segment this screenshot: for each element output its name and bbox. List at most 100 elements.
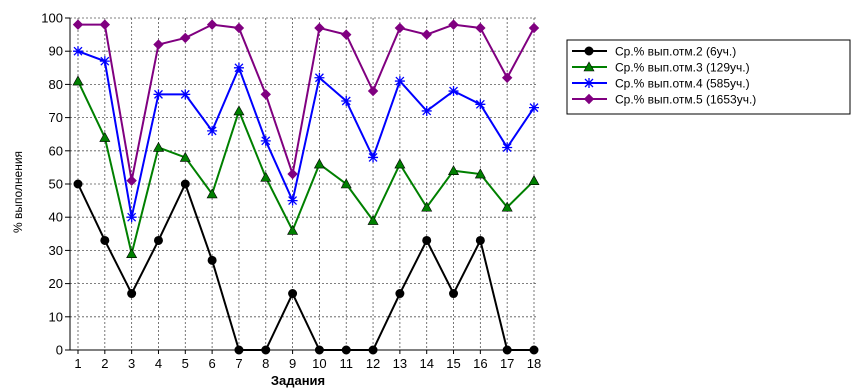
data-point [422,235,432,245]
data-point [260,171,272,182]
data-point [394,158,406,169]
x-tick-label: 9 [289,356,296,371]
legend-marker [583,61,595,72]
data-point [421,201,433,212]
x-tick-label: 6 [209,356,216,371]
data-point [314,22,325,34]
legend-label: Ср.% вып.отм.3 (129уч.) [615,61,750,75]
data-point [153,235,163,245]
data-point [502,345,512,355]
data-point [180,179,190,189]
data-point [260,89,271,100]
series-1 [73,179,539,355]
legend-label: Ср.% вып.отм.5 (1653уч.) [615,93,756,107]
data-point [474,168,486,179]
legend: Ср.% вып.отм.2 (6уч.) Ср.% вып.отм.3 (129… [566,39,851,115]
data-point [153,89,164,100]
data-point [180,89,191,100]
data-point [100,235,110,245]
legend-item: Ср.% вып.отм.5 (1653уч.) [572,93,756,107]
data-point [448,19,459,30]
data-point [529,102,539,113]
data-point [421,29,432,40]
series-line [77,80,535,254]
legend-item: Ср.% вып.отм.4 (585уч.) [572,77,750,91]
data-point [288,289,298,299]
series-group [72,19,540,355]
data-point [179,151,191,162]
data-point [287,168,298,180]
data-point [448,165,460,176]
y-tick-label: 20 [49,276,63,291]
data-point [126,212,137,223]
data-point [99,131,111,142]
data-point [127,289,137,299]
series-4 [72,19,540,186]
data-point [394,76,405,87]
y-tick-label: 50 [49,177,63,192]
data-point [73,179,83,189]
data-point [73,46,83,57]
x-tick-label: 16 [473,356,487,371]
x-tick-label: 17 [500,356,514,371]
data-point [528,22,540,34]
data-point [72,75,84,86]
data-point [421,105,432,116]
x-tick-label: 18 [527,356,541,371]
x-tick-label: 15 [446,356,460,371]
data-point [314,72,325,83]
legend-label: Ср.% вып.отм.2 (6уч.) [615,45,736,59]
data-point [206,188,218,199]
series-line [77,181,534,351]
y-axis-ticks: 0 10 20 30 40 50 60 70 80 90 100 [41,11,70,358]
data-point [207,255,217,265]
data-point [394,22,406,34]
data-point [126,175,137,186]
data-point [341,96,352,106]
data-point [234,345,244,355]
data-point [99,56,110,67]
x-tick-label: 14 [419,356,433,371]
data-point [395,289,405,299]
data-point [314,345,324,355]
data-point [260,135,271,146]
y-tick-label: 90 [49,44,63,59]
data-point [449,289,459,299]
y-tick-label: 60 [49,143,63,158]
data-point [475,235,485,245]
series-2 [72,75,540,259]
legend-marker [583,93,595,105]
data-point [502,142,513,153]
data-point [233,62,244,73]
x-axis-label: Задания [271,373,325,388]
legend-marker [584,46,594,56]
data-point [448,86,459,97]
data-point [233,22,245,34]
data-point [340,178,352,189]
y-tick-label: 0 [56,343,63,358]
y-axis-label: % выполнения [11,151,25,233]
data-point [207,125,218,136]
data-point [501,201,513,212]
data-point [367,85,379,97]
legend-item: Ср.% вып.отм.2 (6уч.) [572,45,736,59]
data-point [367,214,379,225]
y-tick-label: 70 [49,110,63,125]
data-point [72,19,84,30]
data-point [529,345,539,355]
data-point [126,248,138,259]
data-point [153,39,164,50]
x-tick-label: 11 [339,356,353,371]
legend-item: Ср.% вып.отм.3 (129уч.) [572,61,750,75]
y-tick-label: 100 [41,11,63,26]
data-point [152,141,164,152]
data-point [287,195,298,206]
data-point [261,345,271,355]
data-point [368,345,378,355]
x-tick-label: 5 [182,356,189,371]
x-tick-label: 10 [312,356,326,371]
legend-label: Ср.% вып.отм.4 (585уч.) [615,77,750,91]
x-tick-label: 12 [366,356,380,371]
data-point [341,345,351,355]
